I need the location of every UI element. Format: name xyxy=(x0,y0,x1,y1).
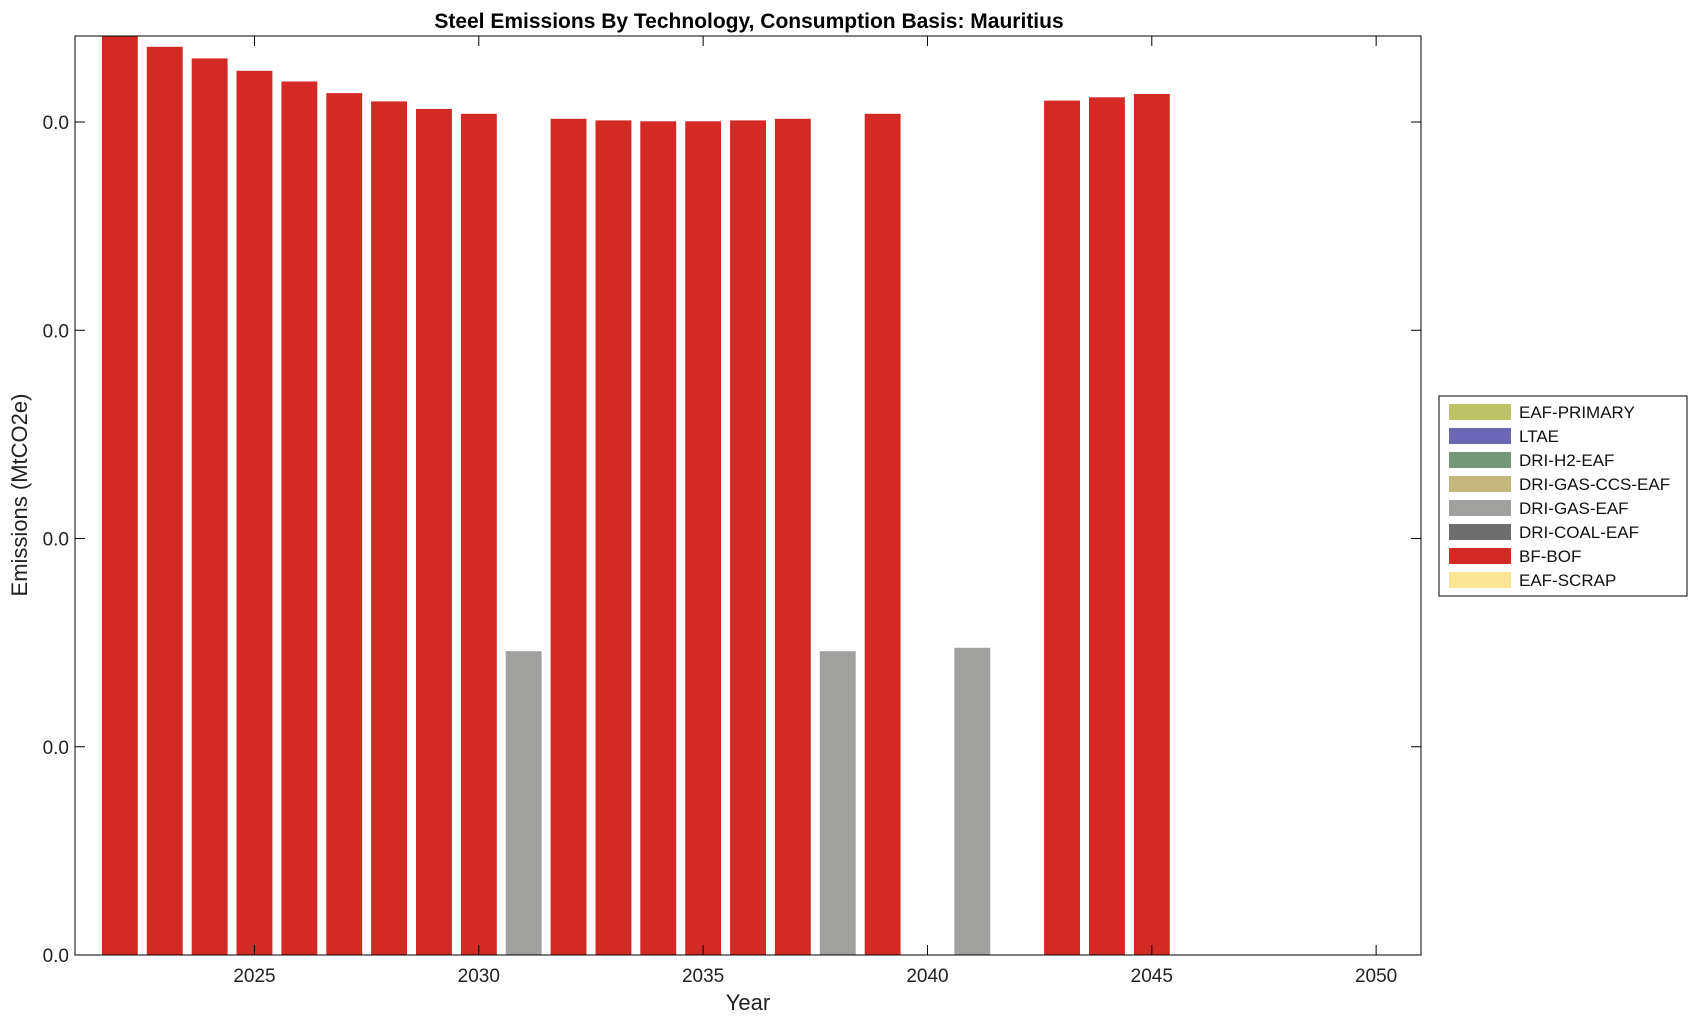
legend: EAF-PRIMARY LTAE DRI-H2-EAF DRI-GAS-CCS-EAF… xyxy=(1438,395,1688,597)
legend-label: DRI-H2-EAF xyxy=(1519,451,1614,470)
x-tick-label: 2025 xyxy=(233,966,275,987)
bar-2031 xyxy=(505,651,542,955)
bar-2026 xyxy=(281,81,318,955)
bar-2030 xyxy=(460,113,497,956)
x-tick-label: 2050 xyxy=(1355,966,1397,987)
legend-label: BF-BOF xyxy=(1519,547,1581,566)
legend-label: EAF-PRIMARY xyxy=(1519,403,1635,422)
legend-swatch xyxy=(1449,572,1511,588)
legend-swatch xyxy=(1449,524,1511,540)
bar-2037 xyxy=(774,118,811,956)
bar-2025 xyxy=(236,70,273,956)
legend-label: DRI-COAL-EAF xyxy=(1519,523,1639,542)
bar-2041 xyxy=(954,647,991,955)
legend-swatch xyxy=(1449,452,1511,468)
bar-2024 xyxy=(191,58,228,955)
bar-2034 xyxy=(640,121,677,956)
legend-swatch xyxy=(1449,404,1511,420)
x-axis-label: Year xyxy=(726,990,770,1015)
legend-swatch xyxy=(1449,500,1511,516)
bar-2023 xyxy=(146,46,183,956)
y-tick-label: 0.0 xyxy=(43,946,69,967)
bar-2027 xyxy=(326,93,363,956)
y-tick-label: 0.0 xyxy=(43,738,69,759)
legend-items: EAF-PRIMARY LTAE DRI-H2-EAF DRI-GAS-CCS-EAF… xyxy=(1449,403,1670,590)
bar-2029 xyxy=(416,108,452,955)
bar-2045 xyxy=(1133,94,1170,955)
bar-2028 xyxy=(371,101,407,955)
axes-layer: 2025 2030 2035 2040 2045 2050 0.0 0.0 0.0 0.0 0.0 xyxy=(43,36,1421,987)
bar-2043 xyxy=(1044,100,1080,956)
bar-2035 xyxy=(685,121,722,956)
legend-swatch xyxy=(1449,428,1511,444)
chart-title: Steel Emissions By Technology, Consumpti… xyxy=(434,10,1063,33)
bar-2033 xyxy=(595,120,632,955)
legend-box xyxy=(1438,395,1688,597)
y-tick-label: 0.0 xyxy=(43,321,69,342)
bar-2032 xyxy=(550,118,587,956)
x-tick-label: 2040 xyxy=(906,966,948,987)
bar-2022 xyxy=(101,36,138,955)
legend-label: DRI-GAS-EAF xyxy=(1519,499,1629,518)
legend-label: DRI-GAS-CCS-EAF xyxy=(1519,475,1670,494)
bar-2038 xyxy=(819,651,856,955)
bar-2036 xyxy=(730,120,766,955)
legend-label: EAF-SCRAP xyxy=(1519,571,1616,590)
y-axis-label: Emissions (MtCO2e) xyxy=(7,394,32,597)
y-tick-label: 0.0 xyxy=(43,113,69,134)
legend-swatch xyxy=(1449,476,1511,492)
plot-frame xyxy=(74,35,1422,956)
bars-layer xyxy=(101,36,1170,956)
y-tick-label: 0.0 xyxy=(43,530,69,551)
bar-2044 xyxy=(1089,97,1125,956)
x-tick-label: 2035 xyxy=(682,966,724,987)
x-tick-label: 2030 xyxy=(458,966,500,987)
x-tick-label: 2045 xyxy=(1131,966,1173,987)
legend-label: LTAE xyxy=(1519,427,1559,446)
bar-2039 xyxy=(864,113,901,956)
legend-swatch xyxy=(1449,548,1511,564)
